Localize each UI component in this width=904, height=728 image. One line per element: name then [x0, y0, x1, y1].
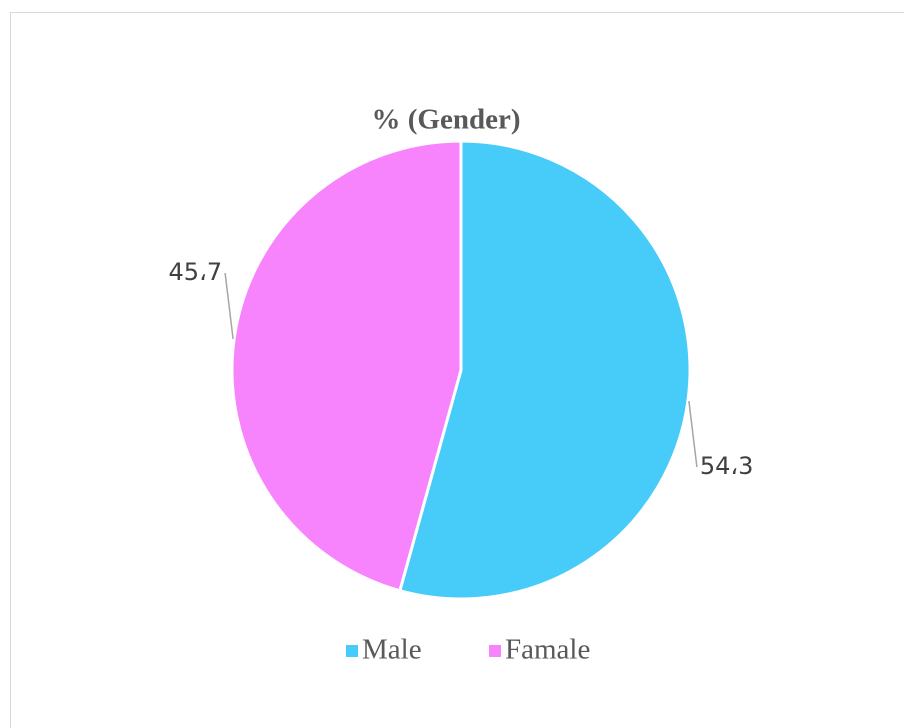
data-label: 45،7 [169, 258, 223, 286]
pie-slice [230, 139, 463, 593]
legend-label: Famale [505, 634, 590, 666]
legend-swatch [346, 645, 358, 657]
leader-line [224, 272, 234, 340]
pie-slice [398, 139, 692, 601]
data-label: 54،3 [700, 452, 754, 480]
legend-label: Male [362, 634, 422, 666]
chart-title: % (Gender) [372, 104, 521, 136]
legend-swatch [489, 645, 501, 657]
leader-line [688, 400, 698, 468]
